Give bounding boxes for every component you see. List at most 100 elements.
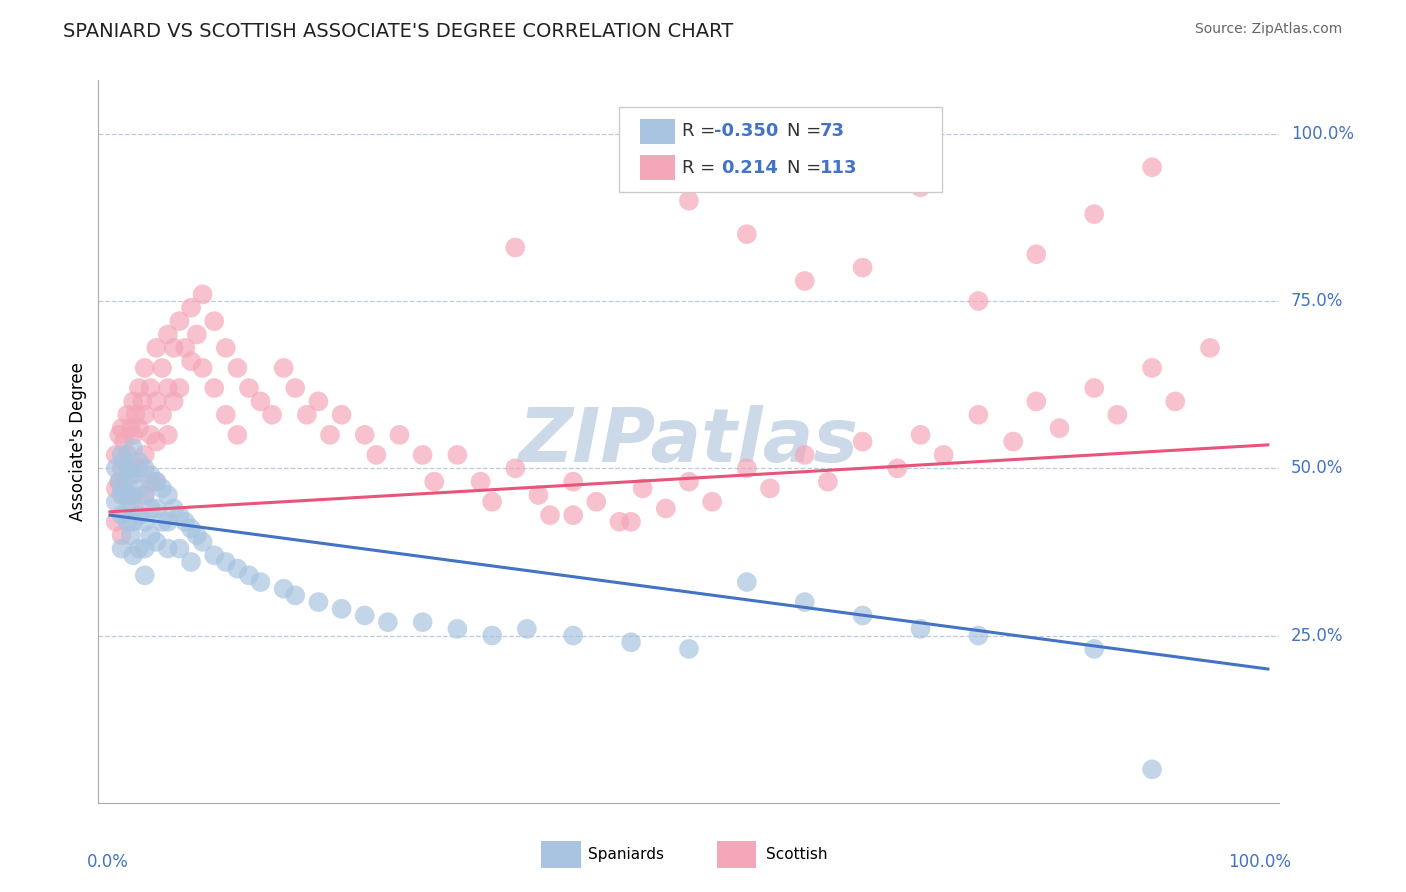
Point xyxy=(226,427,249,442)
Point xyxy=(139,381,162,395)
Point xyxy=(150,361,173,376)
Point xyxy=(104,448,127,462)
Point xyxy=(620,635,643,649)
Point xyxy=(238,381,260,395)
Point xyxy=(110,488,132,502)
Point xyxy=(273,361,295,376)
Point xyxy=(122,548,145,563)
Point xyxy=(481,628,503,642)
Point xyxy=(910,427,932,442)
Point xyxy=(163,501,186,516)
Point xyxy=(191,361,214,376)
Point xyxy=(446,448,468,462)
Point xyxy=(538,508,561,523)
Text: Spaniards: Spaniards xyxy=(588,847,664,862)
Point xyxy=(122,501,145,516)
Point xyxy=(128,421,150,435)
Point xyxy=(120,461,142,475)
Text: 75.0%: 75.0% xyxy=(1291,292,1343,310)
Point xyxy=(1083,207,1105,221)
Point xyxy=(145,475,167,489)
Point xyxy=(163,394,186,409)
Point xyxy=(104,515,127,529)
Point xyxy=(202,548,225,563)
Point xyxy=(249,394,271,409)
Point xyxy=(131,394,153,409)
Point xyxy=(852,434,875,449)
Point xyxy=(215,555,238,569)
Point xyxy=(1002,434,1025,449)
Point xyxy=(134,448,156,462)
Point xyxy=(150,515,173,529)
Point xyxy=(793,448,815,462)
Point xyxy=(678,194,700,208)
Point xyxy=(631,482,654,496)
Point xyxy=(110,528,132,542)
Point xyxy=(932,448,955,462)
Point xyxy=(481,494,503,508)
Point xyxy=(191,287,214,301)
Point xyxy=(169,314,191,328)
Point xyxy=(120,528,142,542)
Point xyxy=(122,467,145,482)
Point xyxy=(145,501,167,516)
Point xyxy=(150,408,173,422)
Point xyxy=(104,461,127,475)
Point xyxy=(112,434,135,449)
Point xyxy=(117,488,139,502)
Point xyxy=(910,180,932,194)
Text: N =: N = xyxy=(787,122,827,140)
Point xyxy=(273,582,295,596)
Point xyxy=(700,494,723,508)
Point xyxy=(124,408,146,422)
Text: 25.0%: 25.0% xyxy=(1291,626,1344,645)
Point xyxy=(678,475,700,489)
Point xyxy=(388,427,411,442)
Point xyxy=(735,575,758,590)
Text: 0.214: 0.214 xyxy=(721,159,778,177)
Point xyxy=(215,408,238,422)
Point xyxy=(104,482,127,496)
Point xyxy=(134,361,156,376)
Point xyxy=(145,394,167,409)
Point xyxy=(967,628,990,642)
Point xyxy=(202,314,225,328)
Point xyxy=(249,575,271,590)
Point xyxy=(134,488,156,502)
Point xyxy=(108,475,131,489)
Point xyxy=(150,482,173,496)
Text: Source: ZipAtlas.com: Source: ZipAtlas.com xyxy=(1195,22,1343,37)
Point xyxy=(423,475,446,489)
Point xyxy=(128,482,150,496)
Point xyxy=(366,448,388,462)
Point xyxy=(134,461,156,475)
Point xyxy=(117,448,139,462)
Point xyxy=(609,515,631,529)
Point xyxy=(145,434,167,449)
Point xyxy=(108,427,131,442)
Point xyxy=(156,327,179,342)
Point xyxy=(307,394,329,409)
Point xyxy=(186,327,208,342)
Point xyxy=(412,448,434,462)
Point xyxy=(262,408,284,422)
Point xyxy=(112,455,135,469)
Point xyxy=(202,381,225,395)
Point xyxy=(284,381,307,395)
Point xyxy=(139,467,162,482)
Point xyxy=(122,427,145,442)
Point xyxy=(585,494,607,508)
Point xyxy=(139,475,162,489)
Point xyxy=(120,421,142,435)
Point xyxy=(145,475,167,489)
Point xyxy=(110,421,132,435)
Point xyxy=(1083,642,1105,657)
Point xyxy=(1140,161,1163,175)
Point xyxy=(156,541,179,556)
Point xyxy=(793,274,815,288)
Point xyxy=(1140,762,1163,776)
Point xyxy=(174,341,197,355)
Point xyxy=(852,260,875,275)
Point xyxy=(503,241,526,255)
Text: R =: R = xyxy=(682,159,727,177)
